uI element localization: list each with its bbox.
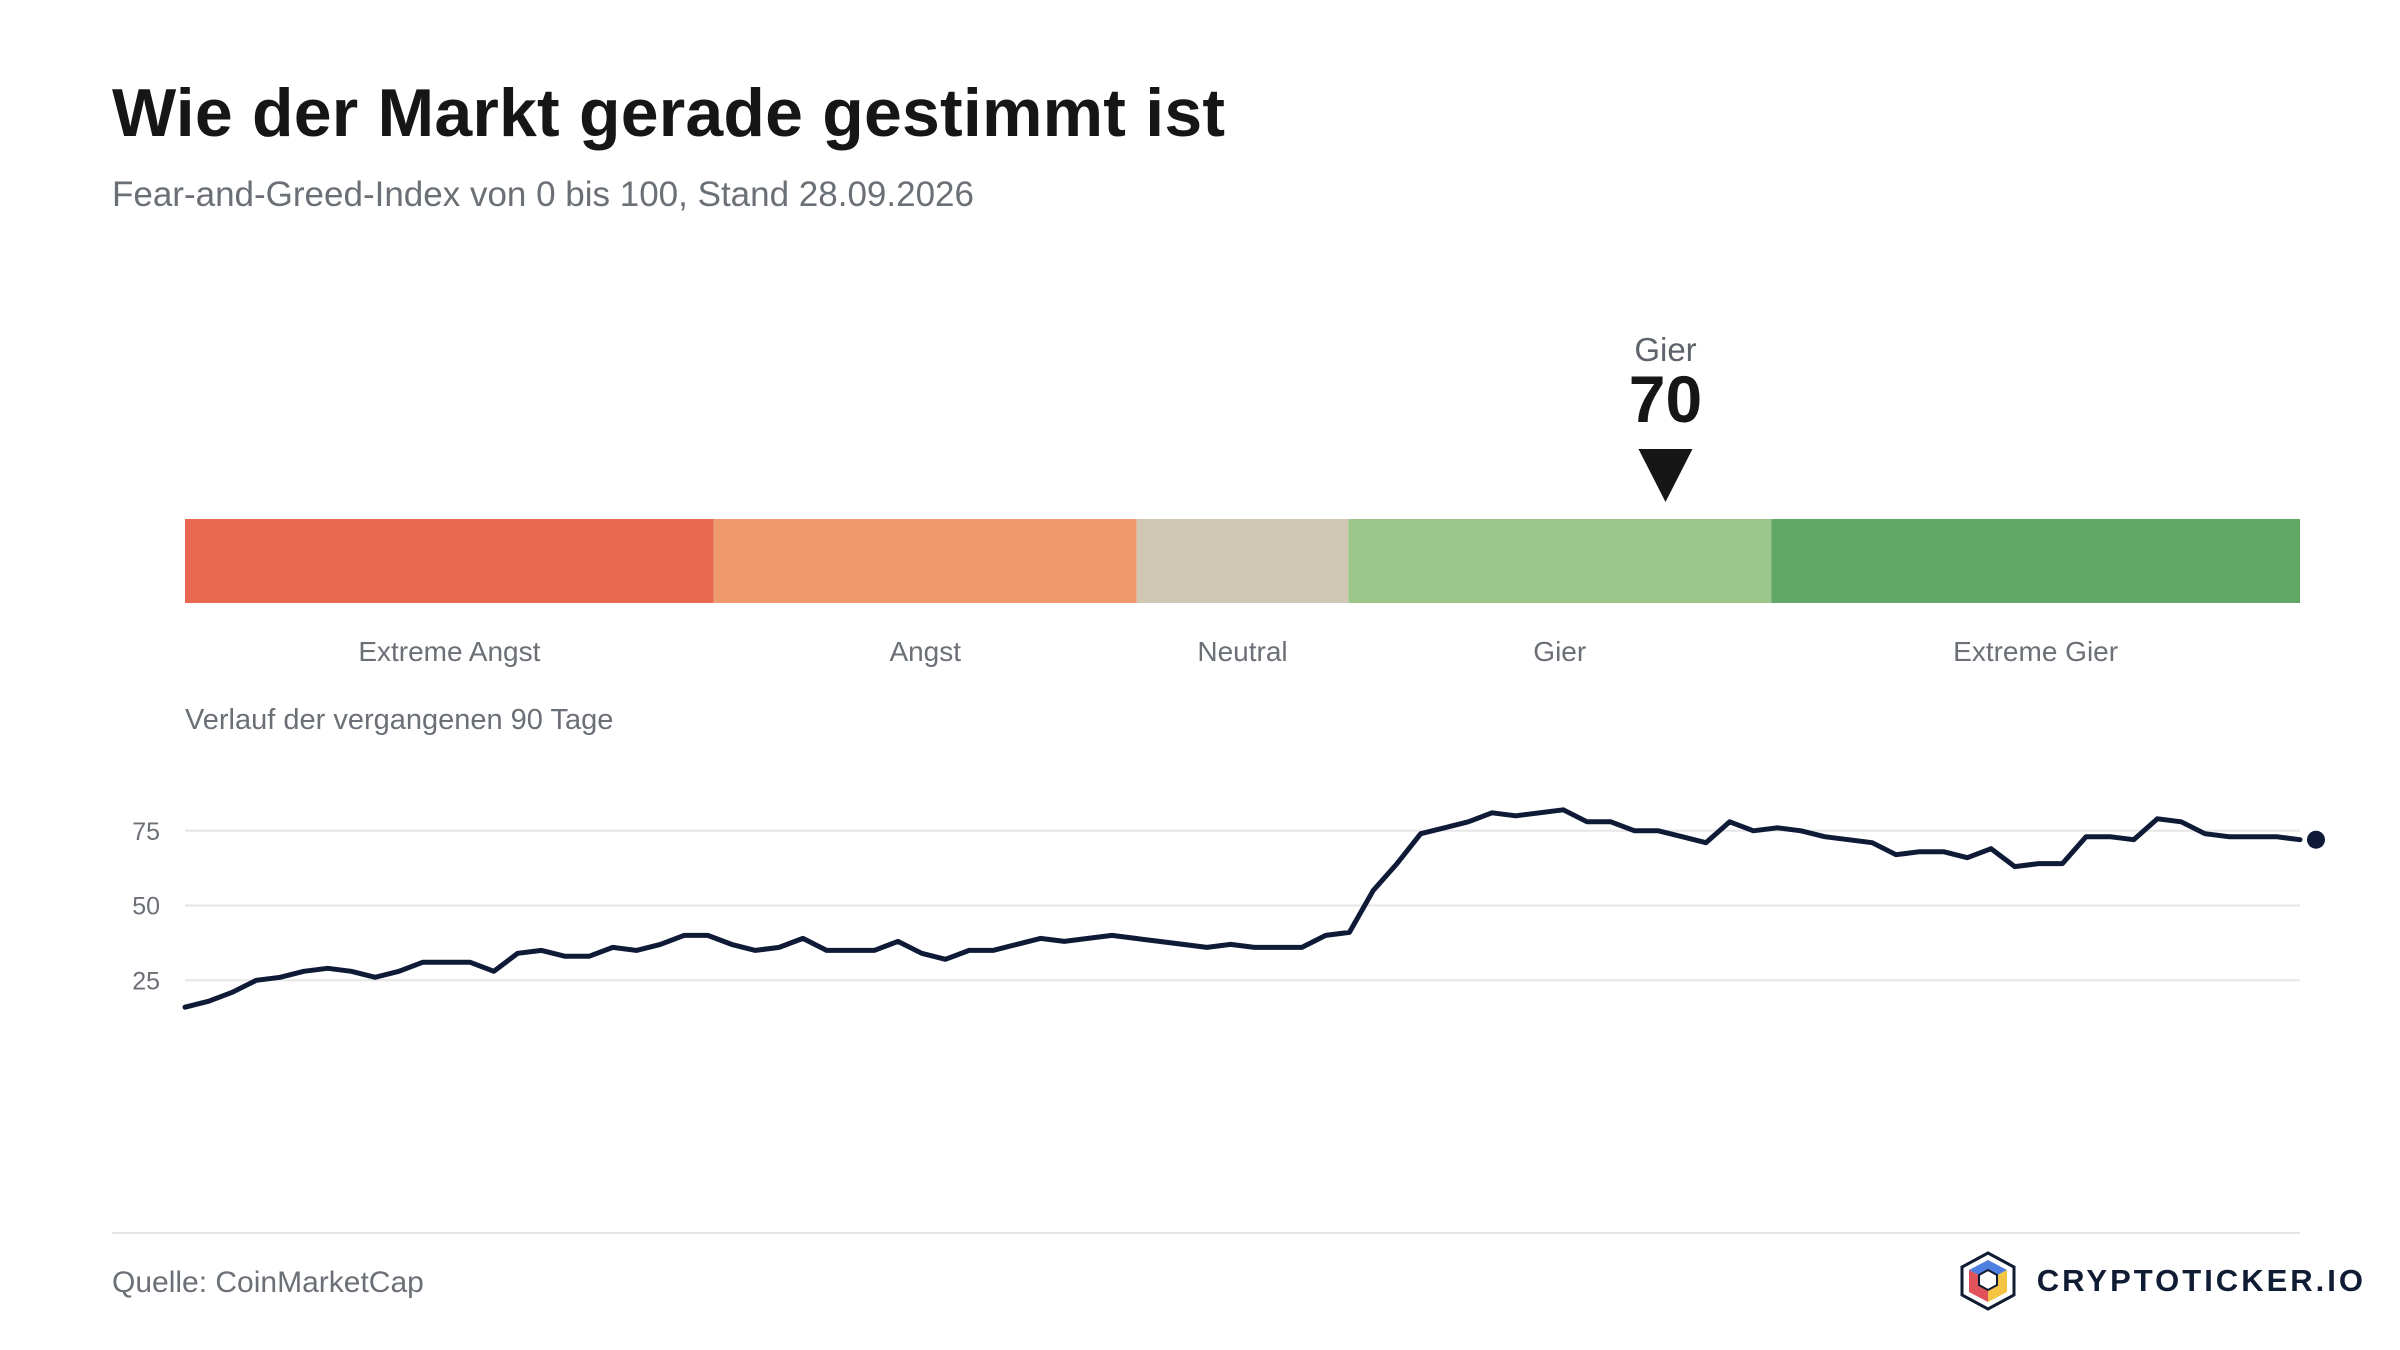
gauge-zone-label-3: Gier (1533, 636, 1586, 667)
triangle-down-icon (1638, 449, 1693, 502)
page-title: Wie der Markt gerade gestimmt ist (112, 75, 1226, 151)
source-note: Quelle: CoinMarketCap (112, 1266, 424, 1299)
gauge-zone-3 (1348, 519, 1772, 603)
gauge-zone-4 (1771, 519, 2300, 603)
cube-logo-icon (1960, 1251, 2016, 1311)
brand-name: CRYPTOTICKER.IO (2036, 1263, 2366, 1298)
brand-logo[interactable]: CRYPTOTICKER.IO (1957, 1250, 2366, 1312)
gauge-zone-0 (185, 519, 714, 603)
fear-greed-gauge: Extreme Angst Angst Neutral Gier Extreme Gie… (185, 331, 2300, 667)
history-line-chart: Verlauf der vergangenen 90 Tage 25 50 75 (132, 704, 2325, 1010)
history-current-point (2307, 830, 2325, 849)
history-y-tick-0: 25 (132, 967, 160, 995)
history-chart-title: Verlauf der vergangenen 90 Tage (185, 704, 613, 736)
history-y-tick-2: 75 (132, 818, 160, 846)
page-subtitle: Fear-and-Greed-Index von 0 bis 100, Stan… (112, 175, 974, 214)
gauge-zone-label-0: Extreme Angst (358, 636, 540, 667)
gauge-current-label: Gier (1634, 331, 1696, 368)
history-series-line (182, 807, 2303, 1010)
gauge-zone-label-2: Neutral (1197, 636, 1287, 667)
gauge-current-value: 70 (1629, 362, 1702, 436)
gauge-zone-1 (713, 519, 1137, 603)
footer-divider (112, 1232, 2300, 1234)
gauge-zone-label-4: Extreme Gier (1953, 636, 2118, 667)
history-y-tick-1: 50 (132, 893, 160, 921)
gauge-zone-2 (1136, 519, 1349, 603)
gauge-zone-label-1: Angst (889, 636, 961, 667)
